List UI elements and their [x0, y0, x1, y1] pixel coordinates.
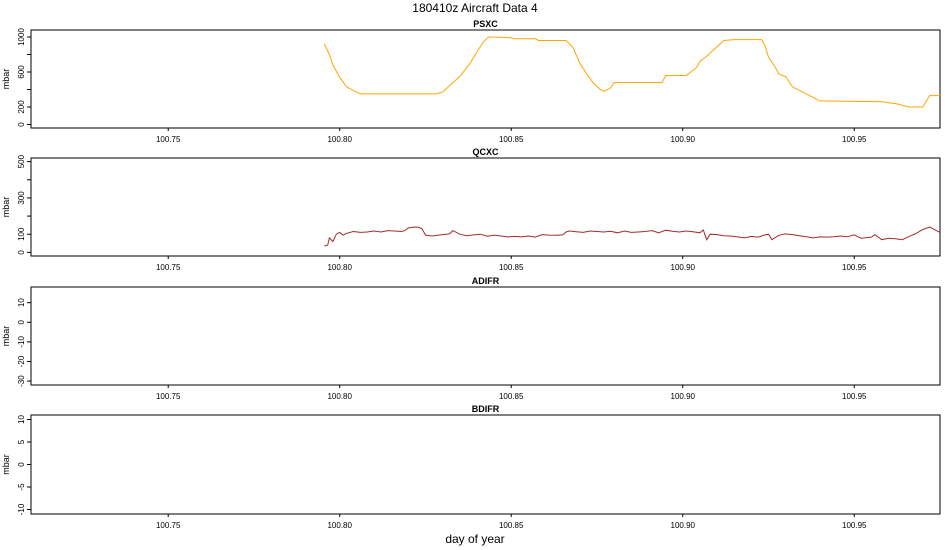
- x-tick-label-psxc: 100.80: [327, 135, 352, 144]
- y-tick-label-bdifr: 5: [17, 439, 26, 444]
- panel-title-bdifr: BDIFR: [472, 404, 500, 414]
- x-tick-label-adifr: 100.80: [327, 392, 352, 401]
- x-tick-label-adifr: 100.75: [156, 392, 181, 401]
- y-axis-label-bdifr: mbar: [1, 454, 11, 475]
- y-tick-label-qcxc: 100: [17, 227, 26, 241]
- plot-frame-adifr: [30, 286, 941, 386]
- x-tick-label-bdifr: 100.85: [499, 521, 524, 530]
- y-axis-label-adifr: mbar: [1, 326, 11, 347]
- x-tick-label-bdifr: 100.90: [671, 521, 696, 530]
- y-tick-label-bdifr: 10: [17, 415, 26, 424]
- x-tick-label-qcxc: 100.90: [671, 263, 696, 272]
- y-tick-label-psxc: 1000: [17, 28, 26, 46]
- panel-title-psxc: PSXC: [473, 19, 498, 29]
- y-tick-label-adifr: 10: [17, 298, 26, 307]
- y-tick-label-adifr: -20: [17, 355, 26, 367]
- x-tick-label-qcxc: 100.80: [327, 263, 352, 272]
- y-tick-label-bdifr: -5: [17, 483, 26, 491]
- y-tick-label-psxc: 600: [17, 65, 26, 79]
- plot-frame-bdifr: [30, 414, 941, 515]
- y-tick-label-bdifr: -10: [17, 503, 26, 515]
- panel-title-qcxc: QCXC: [472, 147, 499, 157]
- x-tick-label-bdifr: 100.95: [842, 521, 867, 530]
- x-tick-label-bdifr: 100.75: [156, 521, 181, 530]
- x-tick-label-psxc: 100.85: [499, 135, 524, 144]
- y-tick-label-adifr: 0: [17, 320, 26, 325]
- x-tick-label-psxc: 100.75: [156, 135, 181, 144]
- y-tick-label-psxc: 200: [17, 100, 26, 114]
- x-tick-label-bdifr: 100.80: [327, 521, 352, 530]
- x-tick-label-psxc: 100.90: [671, 135, 696, 144]
- panel-psxc: PSXC mbar 0 200 600 1000 100.75 100.80 100.85 100…: [1, 19, 941, 144]
- y-tick-label-qcxc: 0: [17, 250, 26, 255]
- panel-bdifr: BDIFR mbar 10 5 0 -5 -10 100.75 100.80 100.85 100.…: [1, 404, 941, 530]
- y-tick-label-qcxc: 300: [17, 191, 26, 205]
- series-line-qcxc: [324, 226, 941, 247]
- x-tick-label-qcxc: 100.75: [156, 263, 181, 272]
- panel-adifr: ADIFR mbar 10 0 -10 -20 -30 100.75 100.80 100.85 1…: [1, 276, 941, 401]
- panel-title-adifr: ADIFR: [472, 276, 500, 286]
- figure-title: 180410z Aircraft Data 4: [412, 1, 538, 15]
- x-tick-label-adifr: 100.85: [499, 392, 524, 401]
- plot-frame-psxc: [30, 29, 941, 129]
- x-tick-label-adifr: 100.90: [671, 392, 696, 401]
- series-line-psxc: [323, 36, 940, 108]
- y-axis-label-qcxc: mbar: [1, 197, 11, 218]
- panel-qcxc: QCXC mbar 0 100 300 500 100.75 100.80 100.85 100.…: [1, 147, 941, 272]
- y-tick-label-bdifr: 0: [17, 462, 26, 467]
- y-axis-label-psxc: mbar: [1, 69, 11, 90]
- x-tick-label-qcxc: 100.95: [842, 263, 867, 272]
- x-axis-label: day of year: [445, 532, 504, 546]
- x-tick-label-adifr: 100.95: [842, 392, 867, 401]
- y-tick-label-psxc: 0: [17, 122, 26, 127]
- plot-frame-qcxc: [30, 157, 941, 257]
- y-tick-label-adifr: -10: [17, 336, 26, 348]
- x-tick-label-qcxc: 100.85: [499, 263, 524, 272]
- y-tick-label-qcxc: 500: [17, 154, 26, 168]
- x-tick-label-psxc: 100.95: [842, 135, 867, 144]
- y-tick-label-adifr: -30: [17, 375, 26, 387]
